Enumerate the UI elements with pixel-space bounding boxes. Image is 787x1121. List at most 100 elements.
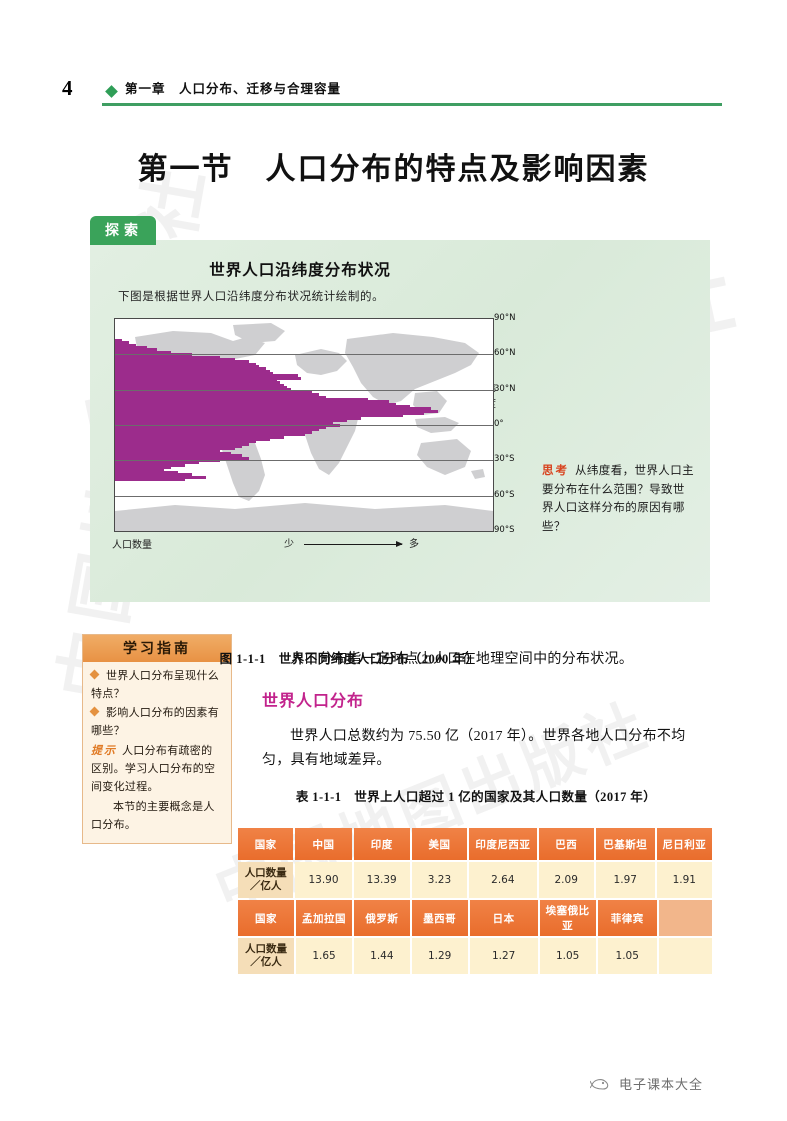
chart-bar (115, 350, 172, 354)
chart-plot-area (114, 318, 494, 532)
table-row-header-country: 国家 (238, 900, 295, 936)
table-country-cell: 中国 (295, 828, 352, 860)
chart-y-tick: 30°S (494, 454, 515, 465)
chart-y-tick: 60°N (494, 348, 516, 359)
chapter-breadcrumb: 第一章 人口分布、迁移与合理容量 (125, 82, 342, 96)
chart-bar (115, 374, 298, 378)
page-header: 4 第一章 人口分布、迁移与合理容量 (62, 76, 722, 108)
chart-bar (115, 397, 369, 401)
chart-bar (115, 379, 277, 383)
chart-bar (115, 416, 362, 420)
table-country-cell: 日本 (469, 900, 538, 936)
table-row: 人口数量 ／亿人 1.65 1.44 1.29 1.27 1.05 1.05 (238, 938, 712, 974)
body-column: 人口分布指一定时点上人口在地理空间中的分布状况。 世界人口分布 世界人口总数约为… (262, 634, 710, 788)
table-country-cell: 印度 (353, 828, 410, 860)
body-paragraph-2: 世界人口总数约为 75.50 亿（2017 年）。世界各地人口分布不均匀，具有地… (262, 728, 686, 769)
chart-bar (115, 442, 249, 446)
table-population-cell: 2.64 (469, 862, 537, 898)
table-country-cell (658, 900, 712, 936)
chart-bar (115, 412, 425, 415)
chart-bar (115, 367, 267, 371)
chart-bar (115, 357, 235, 361)
table-population-cell: 1.05 (539, 938, 596, 974)
chart-bar (115, 475, 207, 479)
chart-bar (115, 473, 193, 477)
study-guide-summary: 本节的主要概念是人口分布。 (91, 801, 215, 831)
gridline (115, 354, 493, 356)
study-guide-item-2-label: 影响人口分布的因素有哪些？ (91, 707, 219, 737)
table-country-cell: 埃塞俄比亚 (539, 900, 596, 936)
table-country-cell: 美国 (411, 828, 468, 860)
explore-tab-label: 探索 (90, 216, 156, 245)
study-guide-box: 学习指南 世界人口分布呈现什么特点？ 影响人口分布的因素有哪些？ 提示 人口分布有… (82, 634, 232, 845)
footer-brand: 电子课本大全 (590, 1074, 703, 1093)
chart-bar (115, 428, 319, 432)
chart-bar (115, 362, 256, 366)
whale-icon (590, 1078, 609, 1090)
chart-bar (115, 383, 284, 387)
chart-bar (115, 381, 281, 385)
chart-bar (115, 419, 348, 423)
page-title: 第一节 人口分布的特点及影响因素 (137, 152, 650, 187)
table-country-cell: 菲律宾 (597, 900, 657, 936)
chart-bar (115, 433, 305, 437)
table-country-cell: 巴基斯坦 (595, 828, 655, 860)
table-population-cell: 13.39 (353, 862, 410, 898)
chart-bar (115, 454, 242, 458)
chart-bar (115, 393, 319, 397)
gridline (115, 425, 493, 426)
tip-label: 提示 (91, 745, 117, 758)
explore-panel: 世界人口沿纬度分布状况 下图是根据世界人口沿纬度分布状况统计绘制的。 纬度 (90, 240, 710, 666)
chart-bar (115, 402, 397, 406)
tip-text: 人口分布有疏密的区别。学习人口分布的空间变化过程。 (91, 745, 216, 793)
diamond-bullet-icon (89, 669, 100, 680)
chart-bar (115, 461, 200, 465)
study-guide-item-2: 影响人口分布的因素有哪些？ (89, 705, 223, 740)
gridline (115, 389, 493, 391)
chart-scale-arrow-icon (304, 541, 403, 547)
chart-bar (115, 372, 274, 375)
table-row-header-population: 人口数量 ／亿人 (238, 938, 295, 974)
chart-bar (115, 400, 390, 404)
table-country-cell: 尼日利亚 (656, 828, 712, 860)
figure-caption: 图 1-1-1 世界不同纬度人口分布（2000 年） (219, 652, 479, 666)
study-guide-item-1: 世界人口分布呈现什么特点？ (89, 668, 223, 703)
chart-bar (115, 376, 302, 380)
chart-bar (115, 364, 260, 368)
chart-bar (115, 466, 172, 470)
chart-bar (115, 346, 147, 350)
table-population-cell: 1.27 (469, 938, 538, 974)
study-guide-item-1-label: 世界人口分布呈现什么特点？ (91, 670, 219, 700)
think-block: 思考 从纬度看，世界人口主要分布在什么范围？导致世界人口这样分布的原因有哪些？ (542, 462, 694, 537)
chart-bar (115, 414, 404, 418)
table-population-cell: 1.44 (353, 938, 410, 974)
population-table-part-1: 国家 中国 印度 美国 印度尼西亚 巴西 巴基斯坦 尼日利亚 人口数量 ／亿人 13.90 13.39… (236, 826, 714, 900)
chart-bar (115, 407, 432, 411)
table-population-cell: 1.97 (595, 862, 655, 898)
chart-bar (115, 348, 158, 352)
latitude-population-chart: 纬度 (112, 313, 515, 666)
table-population-cell (658, 938, 712, 974)
population-table-part-2: 国家 孟加拉国 俄罗斯 墨西哥 日本 埃塞俄比亚 菲律宾 人口数量 ／亿人 1.65 1.44 1.2… (236, 898, 714, 976)
table-country-cell: 印度尼西亚 (469, 828, 537, 860)
chart-x-axis-label: 人口数量 (112, 540, 152, 551)
chart-bar (115, 456, 249, 460)
table-population-cell: 13.90 (295, 862, 352, 898)
chart-bar (115, 360, 249, 364)
chart-scale-max-label: 多 (409, 539, 419, 550)
table-row-header-country: 国家 (238, 828, 294, 860)
table-header-row: 国家 中国 印度 美国 印度尼西亚 巴西 巴基斯坦 尼日利亚 (238, 828, 712, 860)
table-row-header-population: 人口数量 ／亿人 (238, 862, 294, 898)
chart-bar (115, 341, 130, 345)
chart-bar (115, 470, 179, 474)
chart-bar (115, 369, 270, 373)
think-text: 从纬度看，世界人口主要分布在什么范围？导致世界人口这样分布的原因有哪些？ (542, 465, 694, 533)
header-rule (102, 103, 722, 106)
chart-bar (115, 390, 312, 394)
chart-bar (115, 445, 242, 448)
table-header-row: 国家 孟加拉国 俄罗斯 墨西哥 日本 埃塞俄比亚 菲律宾 (238, 900, 712, 936)
chart-bar (115, 430, 312, 434)
chart-y-tick: 0° (494, 419, 504, 429)
chart-bar (115, 404, 411, 408)
chart-bar (115, 355, 221, 359)
